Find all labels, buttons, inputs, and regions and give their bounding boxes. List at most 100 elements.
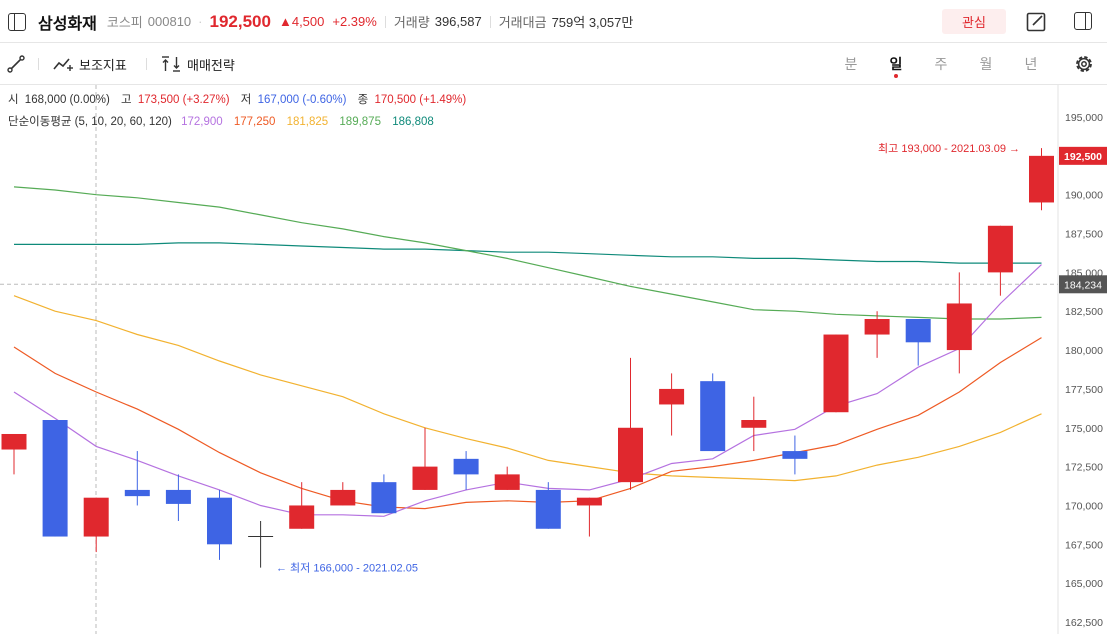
chart-toolbar: 보조지표 매매전략 분 일 주 월 년 (0, 43, 1107, 85)
last-price-label: 192,500 (1064, 151, 1102, 163)
candle-body (453, 458, 479, 475)
ma120-value: 186,808 (392, 116, 434, 128)
volume-value: 396,587 (434, 14, 482, 29)
settings-gear-icon[interactable] (1073, 53, 1095, 75)
amount-label: 거래대금 (498, 15, 547, 30)
candle-body (494, 474, 520, 490)
candle-body (700, 381, 726, 452)
ma20-line (13, 295, 1042, 482)
amount-value: 759억 3,057만 (551, 15, 634, 30)
candle-body (289, 505, 315, 529)
candle-body (165, 489, 191, 504)
y-tick-label: 182,500 (1065, 306, 1103, 318)
min-price-annotation: ← 최저 166,000 - 2021.02.05 (276, 562, 418, 575)
low-value: 167,000 (-0.60%) (257, 94, 347, 106)
divider (489, 15, 491, 28)
stock-summary: 삼성화재 코스피 000810 · 192,500 ▲4,500 +2.39% … (0, 0, 633, 43)
sidebar-toggle-icon[interactable] (8, 12, 26, 31)
candle-body (412, 466, 438, 490)
candle-body (535, 489, 561, 529)
ma120-line (14, 242, 1042, 264)
last-price-tag (1059, 146, 1107, 165)
y-tick-label: 172,500 (1065, 462, 1103, 474)
y-tick-label: 177,500 (1065, 384, 1103, 396)
crosshair-price-label: 184,234 (1064, 279, 1102, 291)
candle-body (659, 388, 685, 405)
period-day[interactable]: 일 (886, 43, 906, 85)
ma10-line (13, 337, 1042, 510)
ma60-line (13, 186, 1042, 320)
ma20-value: 181,825 (286, 116, 329, 128)
candle-body (42, 420, 68, 537)
y-tick-label: 162,500 (1065, 617, 1103, 629)
candle-body (1, 433, 27, 450)
stock-name: 삼성화재 (38, 15, 97, 33)
y-tick-label: 190,000 (1065, 190, 1103, 202)
price-change-percent: +2.39% (332, 14, 377, 29)
panel-toggle-icon[interactable] (1074, 12, 1092, 30)
y-tick-label: 165,000 (1065, 578, 1103, 590)
indicators-button[interactable]: 보조지표 (53, 43, 127, 85)
crosshair-price-tag (1059, 275, 1107, 294)
ohlc-info: 시 168,000 (0.00%) 고 173,500 (+3.27%) 저 1… (8, 91, 469, 107)
strategy-label: 매매전략 (187, 57, 235, 73)
period-minute[interactable]: 분 (844, 56, 858, 72)
period-month[interactable]: 월 (979, 56, 993, 72)
candle-body (618, 427, 643, 483)
period-week[interactable]: 주 (934, 56, 948, 72)
close-label: 종 (357, 94, 369, 106)
max-price-annotation: 최고 193,000 - 2021.03.09 → (878, 142, 1020, 155)
candle-body (124, 489, 150, 497)
low-label: 저 (240, 94, 252, 106)
ma-label: 단순이동평균 (5, 10, 20, 60, 120) (8, 116, 172, 128)
moving-average-info: 단순이동평균 (5, 10, 20, 60, 120) 172,900 177,… (8, 113, 437, 129)
candle-body (905, 319, 931, 343)
candle-body (782, 451, 808, 459)
price-change: ▲4,500 (278, 14, 325, 29)
candle-body (946, 303, 972, 351)
divider (38, 58, 39, 70)
candle-body (207, 497, 232, 545)
y-tick-label: 175,000 (1065, 423, 1103, 435)
strategy-button[interactable]: 매매전략 (161, 43, 235, 85)
volume-label: 거래량 (393, 15, 430, 30)
draw-line-icon[interactable] (7, 55, 25, 73)
candle-body (741, 420, 767, 428)
candle-body (1029, 155, 1054, 203)
market-label: 코스피 (106, 15, 143, 30)
high-label: 고 (121, 94, 132, 106)
indicators-label: 보조지표 (79, 57, 127, 73)
stock-header: 삼성화재 코스피 000810 · 192,500 ▲4,500 +2.39% … (0, 0, 1107, 43)
current-price: 192,500 (209, 11, 271, 31)
candle-body (371, 482, 397, 514)
ma5-value: 172,900 (181, 116, 223, 128)
y-tick-label: 187,500 (1065, 229, 1103, 241)
candle-body (823, 334, 849, 413)
open-label: 시 (8, 94, 19, 106)
y-tick-label: 180,000 (1065, 345, 1103, 357)
price-chart[interactable]: 162,500 165,000 167,500 170,000 172,500 175,0… (0, 85, 1107, 634)
candle-body (987, 225, 1013, 273)
candle-body (83, 497, 109, 537)
candle-body (864, 319, 890, 335)
ma60-value: 189,875 (339, 116, 381, 128)
divider (146, 58, 147, 70)
favorite-button[interactable]: 관심 (942, 9, 1006, 34)
edit-icon[interactable] (1026, 12, 1046, 32)
y-tick-label: 167,500 (1065, 539, 1103, 551)
indicator-chart-icon (53, 58, 73, 71)
ma10-value: 177,250 (233, 116, 276, 128)
period-year[interactable]: 년 (1024, 56, 1038, 72)
separator-dot: · (198, 14, 203, 29)
strategy-arrows-icon (162, 56, 180, 72)
candle-body (330, 489, 356, 506)
open-value: 168,000 (0.00%) (24, 94, 110, 106)
divider (384, 15, 386, 28)
candle-body (576, 497, 602, 506)
high-value: 173,500 (+3.27%) (137, 94, 230, 106)
y-tick-label: 170,000 (1065, 500, 1103, 512)
y-tick-label: 195,000 (1065, 112, 1103, 124)
ma5-line (13, 264, 1042, 517)
stock-code: 000810 (147, 14, 192, 29)
close-value: 170,500 (+1.49%) (374, 94, 467, 106)
